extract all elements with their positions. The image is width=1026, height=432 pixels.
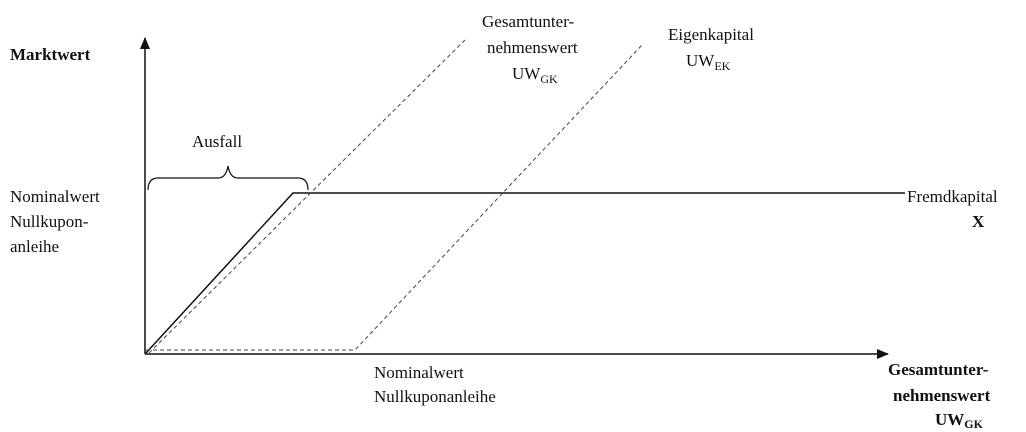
total-label: nehmenswert bbox=[487, 38, 578, 57]
brace bbox=[147, 165, 309, 191]
x-axis-label: nehmenswert bbox=[893, 386, 991, 405]
debt-label: Fremdkapital bbox=[907, 187, 998, 206]
brace-label: Ausfall bbox=[192, 132, 242, 151]
total-value-line bbox=[148, 39, 466, 354]
debt-symbol: X bbox=[972, 212, 985, 231]
x-level-label: Nominalwert bbox=[374, 363, 464, 382]
equity-line bbox=[146, 44, 643, 351]
x-axis-symbol: UWGK bbox=[935, 410, 984, 431]
total-symbol: UWGK bbox=[512, 64, 558, 86]
x-axis-label: Gesamtunter- bbox=[888, 360, 989, 379]
y-level-label: Nominalwert bbox=[10, 187, 100, 206]
y-axis-label: Marktwert bbox=[10, 45, 91, 64]
equity-symbol: UWEK bbox=[686, 51, 731, 73]
total-label: Gesamtunter- bbox=[482, 12, 575, 31]
x-level-label: Nullkuponanleihe bbox=[374, 387, 496, 406]
equity-label: Eigenkapital bbox=[668, 25, 754, 44]
debt-line bbox=[145, 192, 905, 354]
y-level-label: anleihe bbox=[10, 237, 59, 256]
y-level-label: Nullkupon- bbox=[10, 212, 89, 231]
